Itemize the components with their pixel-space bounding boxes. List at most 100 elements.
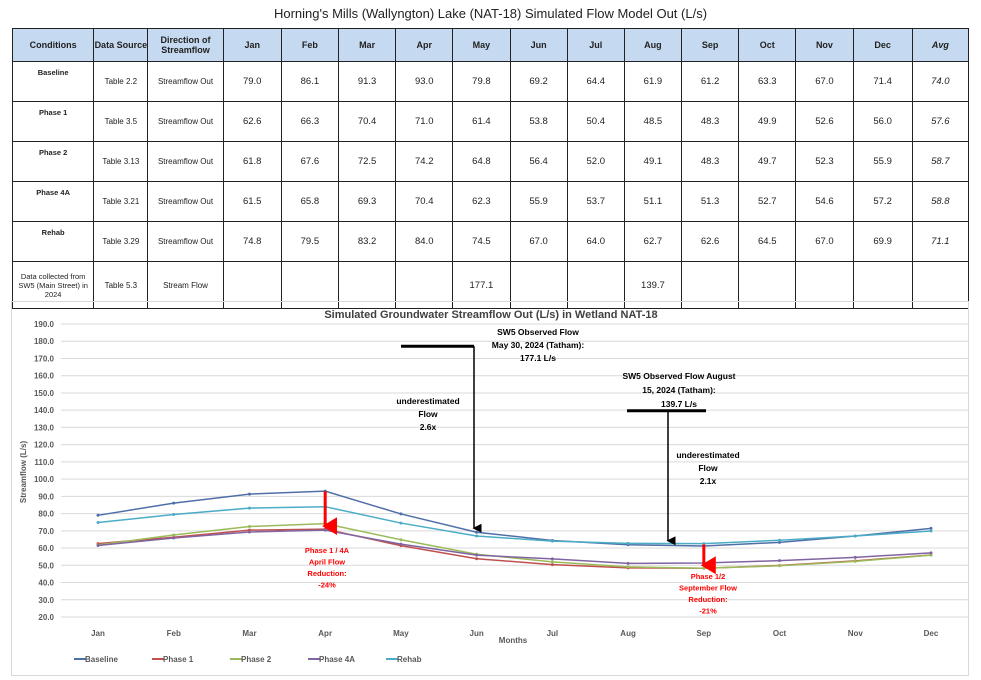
legend-label: Phase 1 bbox=[163, 655, 194, 664]
data-point bbox=[475, 530, 479, 534]
x-tick-label: Sep bbox=[696, 629, 711, 638]
value-cell: 48.3 bbox=[681, 101, 740, 142]
table-header-row: Conditions Data Source Direction of Stream… bbox=[11, 28, 970, 62]
value-cell: 66.3 bbox=[280, 101, 339, 142]
value-cell: 69.2 bbox=[509, 61, 568, 102]
x-tick-label: Oct bbox=[773, 629, 787, 638]
column-header: Direction of Streamflow bbox=[147, 28, 224, 62]
data-point bbox=[853, 534, 857, 538]
annotation-may-underestimate: Flow bbox=[418, 409, 438, 419]
data-point bbox=[475, 553, 479, 557]
table-row: Phase 1 Table 3.5 Streamflow Out 62.6 66.3 70… bbox=[11, 101, 970, 142]
legend-label: Rehab bbox=[397, 655, 422, 664]
direction-cell: Streamflow Out bbox=[147, 141, 224, 182]
column-header: Sep bbox=[681, 28, 740, 62]
y-tick-label: 140.0 bbox=[34, 406, 55, 415]
chart-title: Simulated Groundwater Streamflow Out (L/… bbox=[324, 309, 657, 321]
value-cell: 49.9 bbox=[738, 101, 797, 142]
data-point bbox=[96, 521, 100, 525]
value-cell: 61.5 bbox=[222, 181, 282, 222]
value-cell: 57.6 bbox=[911, 101, 970, 142]
source-cell: Table 3.21 bbox=[93, 181, 149, 222]
y-tick-label: 80.0 bbox=[38, 510, 54, 519]
value-cell: 61.2 bbox=[681, 61, 740, 102]
value-cell: 74.8 bbox=[222, 221, 282, 262]
x-tick-label: Mar bbox=[242, 629, 256, 638]
value-cell: 83.2 bbox=[337, 221, 397, 262]
legend-label: Phase 2 bbox=[241, 655, 272, 664]
value-cell: 70.4 bbox=[337, 101, 397, 142]
data-point bbox=[778, 564, 782, 568]
legend-label: Phase 4A bbox=[319, 655, 355, 664]
y-tick-label: 100.0 bbox=[34, 475, 55, 484]
value-cell: 52.6 bbox=[795, 101, 854, 142]
y-tick-label: 160.0 bbox=[34, 372, 55, 381]
y-axis-label: Streamflow (L/s) bbox=[19, 441, 28, 504]
table-title: Horning's Mills (Wallyngton) Lake (NAT-1… bbox=[273, 6, 708, 21]
y-tick-label: 50.0 bbox=[38, 561, 54, 570]
value-cell: 67.0 bbox=[795, 221, 854, 262]
table-row: Rehab Table 3.29 Streamflow Out 74.8 79.5 83.… bbox=[11, 221, 970, 262]
x-tick-label: Apr bbox=[318, 629, 332, 638]
data-point bbox=[399, 512, 403, 516]
x-tick-label: Dec bbox=[924, 629, 939, 638]
value-cell: 62.6 bbox=[681, 221, 740, 262]
x-axis-label: Months bbox=[499, 636, 528, 645]
value-cell: 57.2 bbox=[852, 181, 913, 222]
direction-cell: Streamflow Out bbox=[147, 101, 224, 142]
y-tick-label: 190.0 bbox=[34, 320, 55, 329]
column-header: Data Source bbox=[93, 28, 149, 62]
value-cell: 69.9 bbox=[852, 221, 913, 262]
value-cell: 69.3 bbox=[337, 181, 397, 222]
value-cell: 55.9 bbox=[509, 181, 568, 222]
data-point bbox=[96, 513, 100, 517]
table-row: Baseline Table 2.2 Streamflow Out 79.0 86.1 9… bbox=[11, 61, 970, 102]
annotation-aug-underestimate: underestimated bbox=[676, 450, 739, 460]
annotation-may-observed: SW5 Observed Flow bbox=[497, 327, 579, 337]
data-point bbox=[172, 533, 176, 537]
value-cell: 51.3 bbox=[681, 181, 740, 222]
streamflow-chart: 190.0 180.0 170.0 160.0 150.0 140.0 130.0 120.0… bbox=[11, 301, 969, 676]
value-cell: 79.8 bbox=[452, 61, 511, 102]
value-cell: 56.4 bbox=[509, 141, 568, 182]
direction-cell: Streamflow Out bbox=[147, 61, 224, 102]
value-cell: 64.4 bbox=[566, 61, 625, 102]
value-cell: 52.0 bbox=[566, 141, 625, 182]
annotation-aug-observed: 139.7 L/s bbox=[661, 399, 697, 409]
data-point bbox=[247, 525, 251, 529]
value-cell: 71.4 bbox=[852, 61, 913, 102]
value-cell: 64.0 bbox=[566, 221, 625, 262]
value-cell: 72.5 bbox=[337, 141, 397, 182]
column-header: Apr bbox=[395, 28, 454, 62]
data-point bbox=[702, 566, 706, 570]
value-cell: 50.4 bbox=[566, 101, 625, 142]
data-point bbox=[475, 534, 479, 538]
annotation-apr-reduction: Phase 1 / 4A bbox=[305, 546, 350, 555]
annotation-sep-reduction: Reduction: bbox=[688, 595, 727, 604]
data-point bbox=[399, 542, 403, 546]
value-cell: 48.5 bbox=[623, 101, 683, 142]
data-point bbox=[96, 543, 100, 547]
column-header: Jan bbox=[222, 28, 282, 62]
value-cell: 62.7 bbox=[623, 221, 683, 262]
data-point bbox=[550, 557, 554, 561]
annotation-apr-reduction: Reduction: bbox=[307, 569, 346, 578]
value-cell: 58.8 bbox=[911, 181, 970, 222]
annotation-aug-observed: 15, 2024 (Tatham): bbox=[642, 385, 716, 395]
value-cell: 55.9 bbox=[852, 141, 913, 182]
y-tick-label: 90.0 bbox=[38, 492, 54, 501]
y-tick-label: 180.0 bbox=[34, 337, 55, 346]
y-tick-label: 150.0 bbox=[34, 389, 55, 398]
column-header: May bbox=[452, 28, 511, 62]
annotation-apr-reduction: April Flow bbox=[309, 558, 345, 567]
data-point bbox=[929, 553, 933, 557]
value-cell: 79.0 bbox=[222, 61, 282, 102]
condition-cell: Phase 1 bbox=[11, 101, 95, 142]
data-point bbox=[172, 512, 176, 516]
data-point bbox=[702, 542, 706, 546]
table-row: Phase 4A Table 3.21 Streamflow Out 61.5 65.8… bbox=[11, 181, 970, 222]
data-point bbox=[399, 538, 403, 542]
column-header: Feb bbox=[280, 28, 339, 62]
annotation-may-underestimate: underestimated bbox=[396, 396, 459, 406]
series-line-phase-1 bbox=[97, 528, 932, 569]
